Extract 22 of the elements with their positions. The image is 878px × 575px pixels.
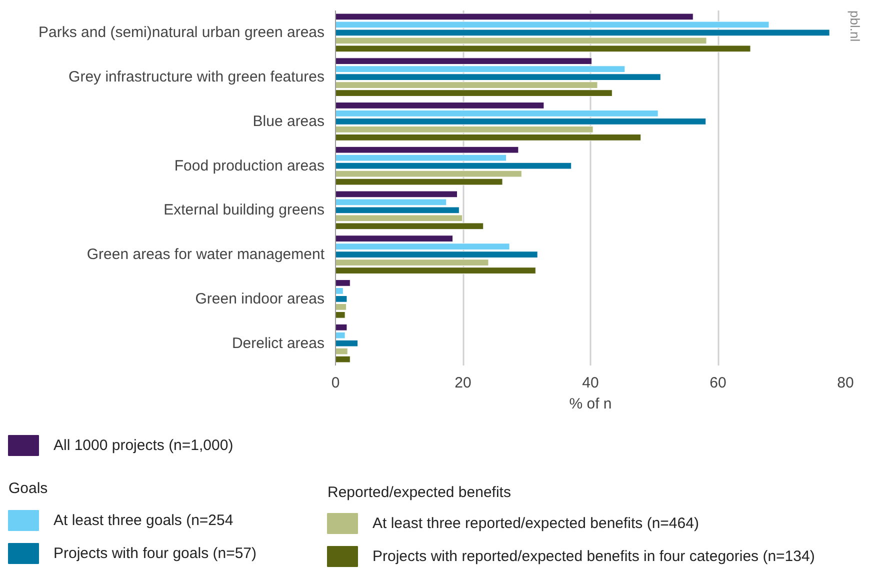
legend-label: Projects with four goals (n=57) [54, 545, 257, 562]
text: pbl.nl [848, 10, 862, 42]
x-tick-label: 60 [710, 374, 726, 392]
text: Goals [8, 480, 48, 497]
legend-label: All 1000 projects (n=1,000) [54, 437, 234, 454]
legend-label: At least three goals (n=254 [54, 512, 234, 529]
y-tick-label: Derelict areas [232, 334, 325, 352]
legend-label: Projects with reported/expected benefits in four categories (n=134) [372, 548, 815, 565]
x-tick-label: 20 [454, 374, 472, 392]
y-tick-label: Grey infrastructure with green features [68, 68, 325, 86]
y-tick-label: Green areas for water management [86, 246, 326, 264]
legend-label: At least three reported/expected benefits (n=464) [372, 515, 699, 532]
x-tick-label: 80 [837, 374, 854, 392]
y-tick-label: Blue areas [252, 112, 325, 130]
y-tick-label: Parks and (semi)natural urban green areas [38, 24, 325, 42]
x-axis-title: % of n [569, 396, 612, 412]
y-tick-label: Food production areas [174, 157, 325, 174]
x-tick-label: 0 [331, 374, 340, 392]
y-tick-label: Green indoor areas [195, 290, 325, 308]
x-tick-label: 40 [582, 374, 599, 392]
text: Reported/expected benefits [328, 484, 511, 501]
y-tick-label: External building greens [164, 202, 324, 219]
